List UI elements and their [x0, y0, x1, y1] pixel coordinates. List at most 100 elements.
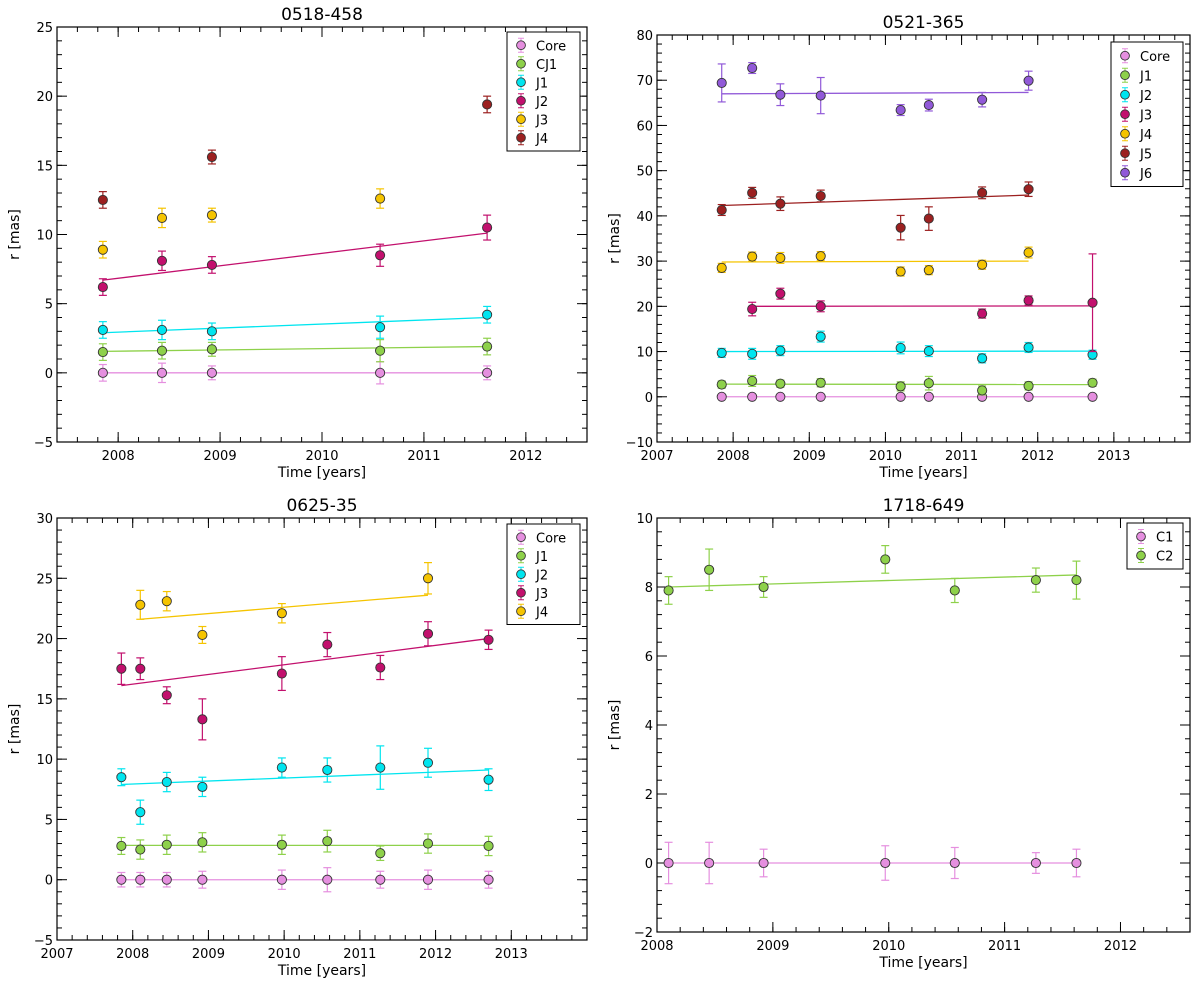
data-point	[748, 392, 757, 401]
data-point	[759, 858, 768, 867]
data-point	[924, 347, 933, 356]
y-tick-label: 0	[45, 367, 53, 382]
x-tick-label: 2011	[988, 939, 1021, 954]
data-point	[483, 310, 492, 319]
data-point	[198, 875, 207, 884]
data-point	[162, 597, 171, 606]
data-point	[483, 342, 492, 351]
y-tick-label: 80	[636, 29, 653, 44]
y-tick-label: 8	[645, 581, 653, 596]
data-point	[1024, 392, 1033, 401]
data-point	[816, 91, 825, 100]
data-point	[1024, 185, 1033, 194]
x-tick-label: 2011	[407, 449, 440, 464]
data-point	[375, 251, 384, 260]
legend-label: J1	[535, 550, 548, 565]
data-point	[924, 266, 933, 275]
data-point	[375, 323, 384, 332]
y-tick-label: 20	[36, 633, 53, 648]
data-point	[881, 858, 890, 867]
legend-label: J4	[1139, 128, 1152, 143]
series-J1	[98, 306, 491, 339]
legend-label: J3	[535, 587, 548, 602]
data-point	[277, 875, 286, 884]
legend-box	[1127, 523, 1183, 569]
data-point	[896, 343, 905, 352]
data-point	[1031, 576, 1040, 585]
data-point	[162, 875, 171, 884]
y-tick-label: 10	[36, 229, 53, 244]
data-point	[776, 90, 785, 99]
data-point	[484, 875, 493, 884]
data-point	[896, 382, 905, 391]
data-point	[717, 263, 726, 272]
data-point	[98, 245, 107, 254]
legend-marker	[1121, 71, 1130, 80]
legend-label: J1	[535, 76, 548, 91]
data-point	[717, 380, 726, 389]
data-point	[816, 191, 825, 200]
x-tick-label: 2010	[872, 939, 905, 954]
data-point	[484, 841, 493, 850]
y-tick-label: 20	[636, 300, 653, 315]
y-axis-label: r [mas]	[607, 213, 623, 264]
x-tick-label: 2007	[640, 449, 673, 464]
legend-label: C1	[1156, 531, 1173, 546]
legend-label: J2	[535, 568, 548, 583]
legend-label: CJ1	[536, 58, 557, 73]
data-point	[277, 609, 286, 618]
y-tick-label: 15	[36, 693, 53, 708]
data-point	[816, 378, 825, 387]
legend-marker	[517, 588, 526, 597]
series-CJ1	[98, 338, 491, 362]
legend-label: J2	[535, 95, 548, 110]
legend-label: Core	[536, 39, 566, 54]
legend-marker	[1121, 51, 1130, 60]
x-tick-label: 2012	[1021, 449, 1054, 464]
series-J6	[717, 63, 1033, 116]
data-point	[483, 100, 492, 109]
data-point	[705, 858, 714, 867]
x-axis-label: Time [years]	[878, 955, 967, 971]
data-point	[717, 348, 726, 357]
chart-title: 0625-35	[286, 496, 357, 516]
data-point	[207, 368, 216, 377]
data-point	[323, 875, 332, 884]
legend-marker	[517, 59, 526, 68]
data-point	[978, 95, 987, 104]
legend-marker	[1137, 532, 1146, 541]
data-point	[717, 392, 726, 401]
y-tick-label: 6	[645, 650, 653, 665]
legend-marker	[517, 607, 526, 616]
x-tick-label: 2013	[1097, 449, 1130, 464]
data-point	[924, 379, 933, 388]
data-point	[1072, 858, 1081, 867]
series-J4	[98, 96, 491, 208]
data-point	[978, 260, 987, 269]
legend-marker	[1137, 551, 1146, 560]
plot-frame	[657, 35, 1190, 442]
y-axis-label: r [mas]	[7, 209, 23, 260]
x-tick-label: 2012	[509, 449, 542, 464]
legend-label: Core	[1140, 50, 1170, 65]
legend-marker	[517, 533, 526, 542]
series-C2	[664, 546, 1081, 605]
data-point	[157, 368, 166, 377]
data-point	[484, 635, 493, 644]
y-tick-label: 2	[645, 788, 653, 803]
data-point	[1024, 76, 1033, 85]
data-point	[759, 582, 768, 591]
x-tick-label: 2010	[869, 449, 902, 464]
data-point	[136, 808, 145, 817]
data-point	[1024, 296, 1033, 305]
fit-line	[669, 575, 1077, 587]
x-tick-label: 2009	[204, 449, 237, 464]
data-point	[375, 194, 384, 203]
legend-label: J2	[1139, 89, 1152, 104]
y-tick-label: −5	[34, 436, 53, 451]
x-tick-label: 2011	[343, 947, 376, 962]
